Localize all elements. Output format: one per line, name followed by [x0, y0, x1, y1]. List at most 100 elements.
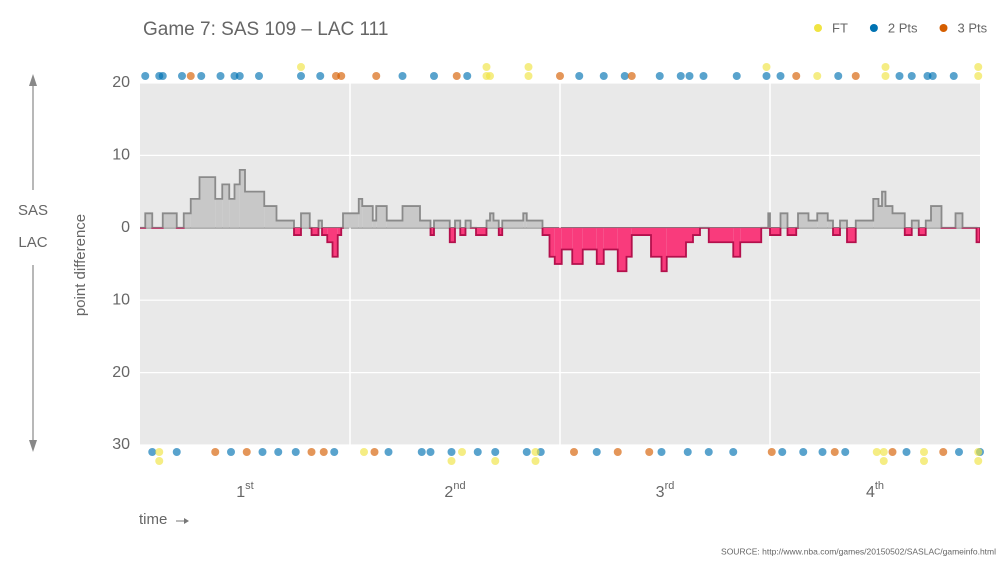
score-dot	[155, 448, 164, 456]
step-segment	[311, 227, 319, 236]
step-segment	[549, 227, 555, 257]
step-segment	[190, 198, 200, 228]
step-segment	[276, 220, 294, 228]
legend-label: 3 Pts	[958, 20, 988, 35]
score-dot	[974, 457, 983, 465]
score-dot	[902, 448, 911, 456]
y-tick-label: 0	[121, 219, 130, 236]
score-dot	[155, 457, 164, 465]
score-dot	[227, 448, 235, 456]
chart-title: Game 7: SAS 109 – LAC 111	[143, 19, 388, 40]
score-dot	[458, 448, 466, 456]
source-note: SOURCE: http://www.nba.com/games/2015050…	[721, 546, 996, 556]
quarter-suffix: th	[875, 480, 884, 492]
step-segment	[911, 220, 919, 228]
score-dot	[792, 72, 801, 80]
step-segment	[301, 213, 310, 228]
step-segment	[434, 220, 450, 228]
quarter-suffix: st	[245, 480, 254, 492]
step-segment	[526, 220, 543, 228]
score-dot	[841, 448, 850, 456]
step-segment	[955, 213, 963, 228]
step-segment	[817, 213, 828, 228]
step-segment	[603, 227, 618, 250]
score-dot	[482, 63, 491, 71]
step-segment	[215, 198, 223, 228]
score-dot	[148, 448, 157, 456]
legend-swatch	[939, 24, 948, 32]
step-segment	[904, 227, 912, 236]
y-tick-label: 10	[112, 291, 130, 308]
legend-label: FT	[832, 20, 848, 35]
step-segment	[465, 220, 471, 228]
score-dot	[242, 448, 251, 456]
score-dot	[879, 448, 888, 456]
step-segment	[337, 227, 342, 236]
score-dot	[556, 72, 564, 80]
score-dot	[452, 72, 461, 80]
y-tick-label: 30	[112, 436, 130, 453]
y-axis-label: point difference	[72, 214, 89, 316]
score-dot	[570, 448, 578, 456]
x-axis-label: time	[139, 511, 167, 528]
step-segment	[455, 220, 461, 228]
step-segment	[827, 220, 833, 228]
score-dot	[907, 72, 916, 80]
score-dot	[974, 63, 983, 71]
step-segment	[878, 206, 882, 228]
score-dot	[426, 448, 435, 456]
score-dot	[895, 72, 904, 80]
score-dot	[524, 72, 533, 80]
step-segment	[294, 227, 301, 236]
score-dot	[920, 457, 928, 465]
score-dot	[928, 72, 937, 80]
quarter-label: 3rd	[656, 480, 675, 501]
step-segment	[976, 227, 980, 243]
score-dot	[337, 72, 346, 80]
score-dot	[657, 448, 666, 456]
score-dot	[955, 448, 963, 456]
step-segment	[918, 227, 926, 236]
score-dot	[524, 63, 533, 71]
step-segment	[873, 198, 879, 228]
score-dot	[255, 72, 263, 80]
score-dot	[879, 457, 888, 465]
upper-team-label: SAS	[18, 202, 48, 219]
step-segment	[855, 220, 874, 228]
step-segment	[770, 227, 781, 236]
score-dot	[398, 72, 407, 80]
score-dot	[211, 448, 220, 456]
step-segment	[502, 220, 524, 228]
score-dot	[685, 72, 694, 80]
step-segment	[343, 213, 359, 228]
score-dot	[274, 448, 283, 456]
step-segment	[199, 177, 216, 228]
step-segment	[708, 227, 734, 243]
step-segment	[666, 227, 686, 257]
step-segment	[740, 227, 762, 243]
score-dot	[881, 63, 890, 71]
score-dot	[767, 448, 776, 456]
time-arrow-head	[184, 518, 189, 524]
step-segment	[733, 227, 741, 257]
step-outline-negative	[140, 227, 980, 273]
step-segment	[892, 213, 905, 228]
score-dot	[447, 457, 456, 465]
step-segment	[596, 227, 604, 264]
score-dot	[676, 72, 685, 80]
step-segment	[493, 220, 499, 228]
step-segment	[931, 206, 942, 228]
score-dot	[699, 72, 708, 80]
score-dot	[920, 448, 928, 456]
step-segment	[476, 227, 487, 236]
step-segment	[554, 227, 562, 264]
step-segment	[222, 184, 230, 228]
score-dot	[216, 72, 225, 80]
score-dot	[872, 448, 881, 456]
step-segment	[651, 227, 662, 257]
direction-arrows	[29, 74, 37, 452]
step-segment	[686, 227, 693, 243]
score-dot	[645, 448, 654, 456]
score-dot	[851, 72, 860, 80]
step-segment	[449, 227, 455, 243]
